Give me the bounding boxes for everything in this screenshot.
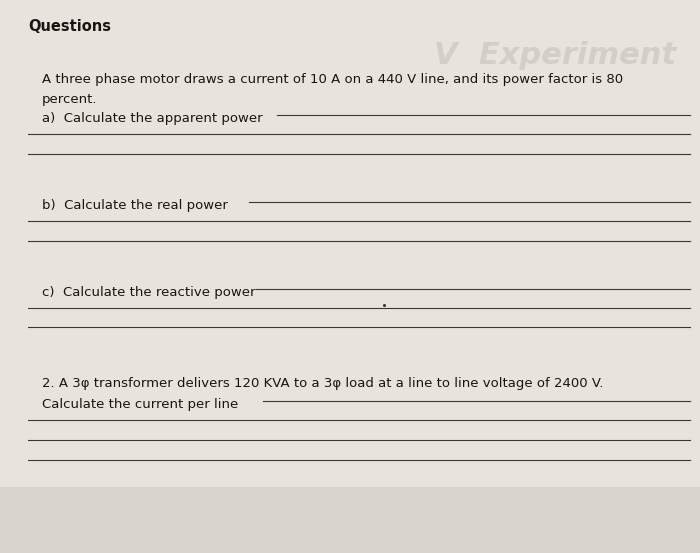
Text: a)  Calculate the apparent power: a) Calculate the apparent power [42, 112, 262, 126]
Text: V  Experiment: V Experiment [434, 41, 676, 70]
Text: 2. A 3φ transformer delivers 120 KVA to a 3φ load at a line to line voltage of 2: 2. A 3φ transformer delivers 120 KVA to … [42, 377, 603, 390]
Text: Questions: Questions [28, 19, 111, 34]
Text: Calculate the current per line: Calculate the current per line [42, 398, 238, 411]
Text: c)  Calculate the reactive power: c) Calculate the reactive power [42, 286, 256, 299]
Text: b)  Calculate the real power: b) Calculate the real power [42, 199, 228, 212]
Text: percent.: percent. [42, 93, 97, 106]
Text: A three phase motor draws a current of 10 A on a 440 V line, and its power facto: A three phase motor draws a current of 1… [42, 73, 623, 86]
Bar [0, 487, 700, 553]
